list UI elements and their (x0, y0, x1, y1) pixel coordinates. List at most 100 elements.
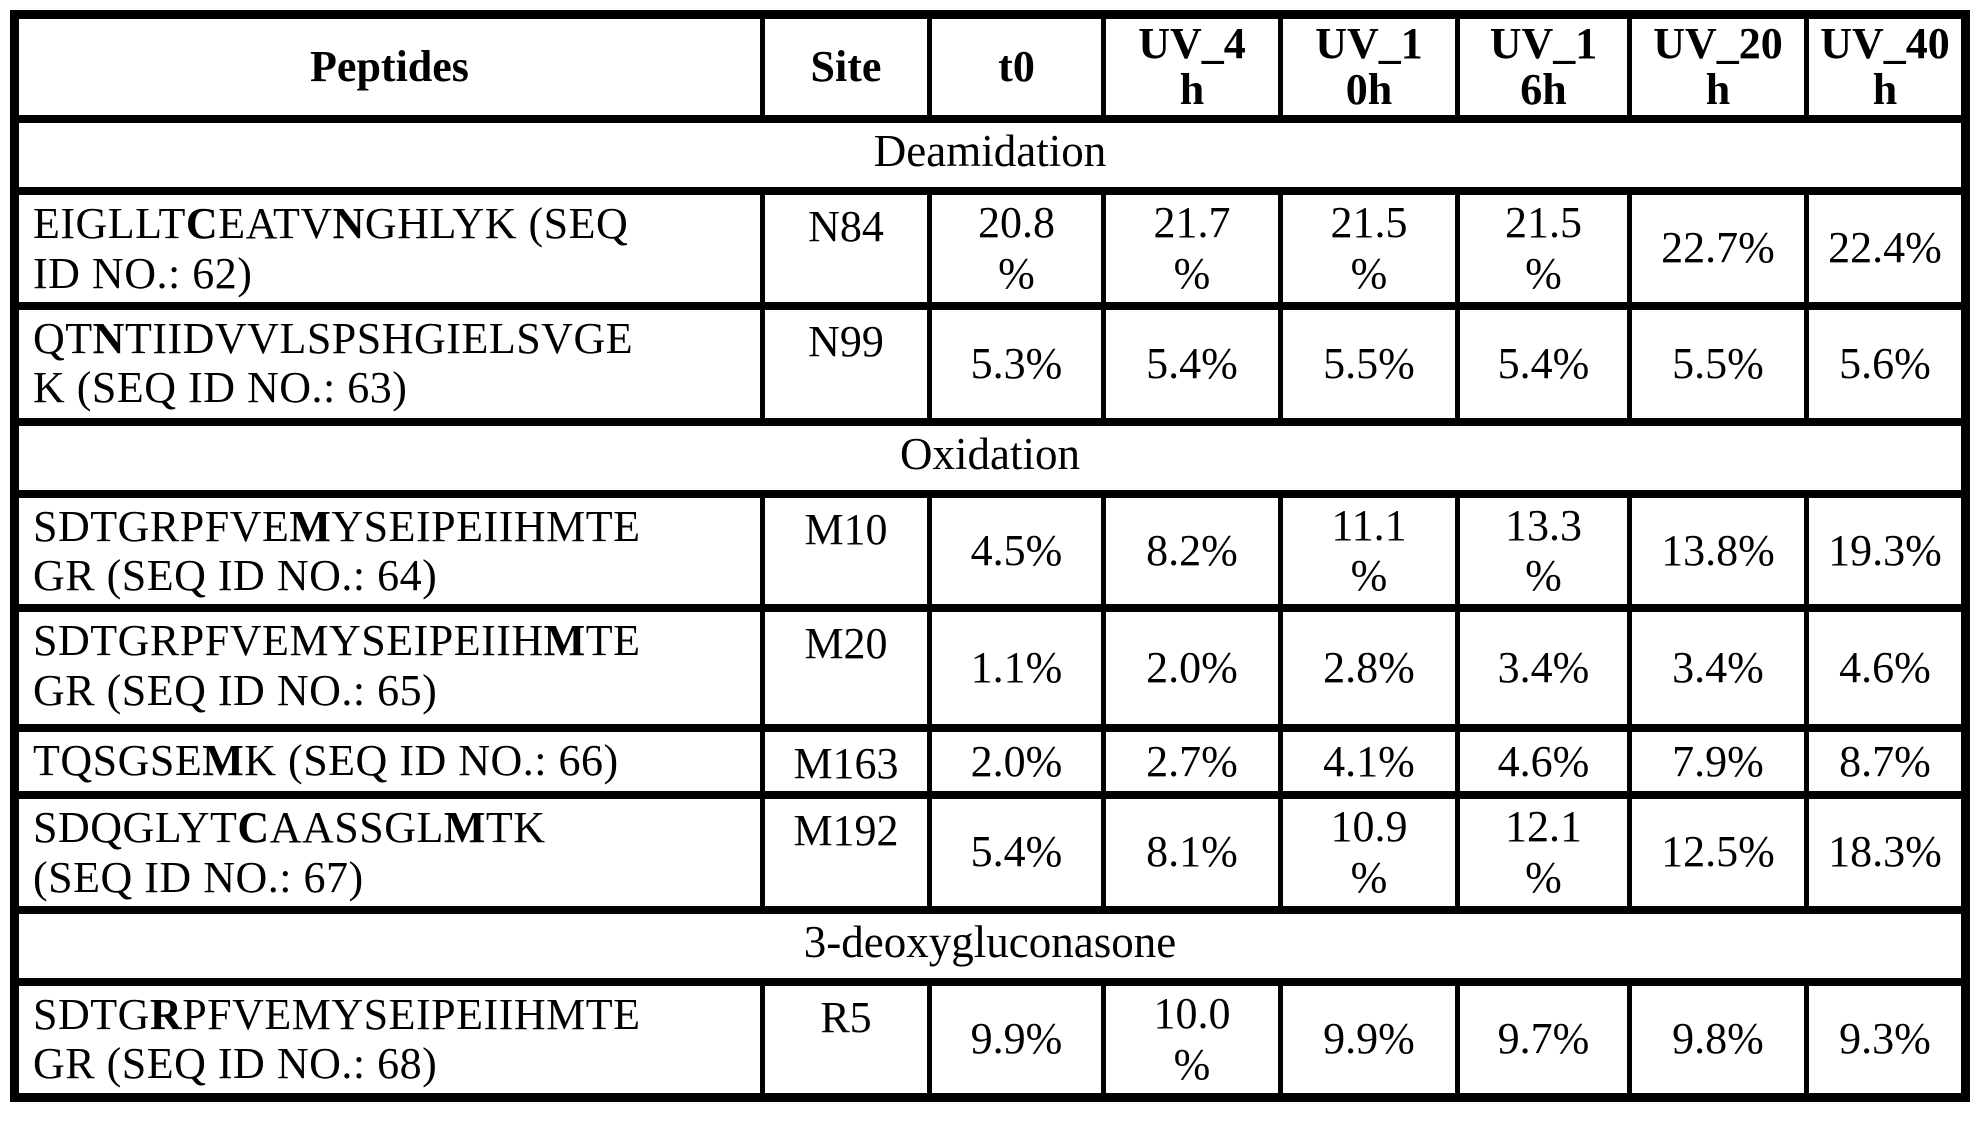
peptide-sequence-part: AASSGL (269, 803, 444, 853)
peptide-sequence: TQSGSEMK (SEQ ID NO.: 66) (12, 724, 765, 800)
peptide-modification-table: Peptides Site t0 UV_4 h UV_1 0h UV_1 6h … (10, 10, 1970, 1103)
peptide-row: SDTGRPFVEMYSEIPEIIHMTE GR (SEQ ID NO.: 6… (12, 977, 1968, 1102)
percentage-value-cell: 19.3% (1804, 489, 1968, 613)
percentage-value-cell: 9.8% (1627, 977, 1809, 1102)
site-cell: N84 (760, 187, 932, 310)
site-cell: R5 (760, 977, 932, 1102)
percentage-value-cell: 2.8% (1278, 604, 1460, 733)
section-row: Oxidation (12, 417, 1968, 498)
peptide-row: SDQGLYTCAASSGLMTK (SEQ ID NO.: 67) M192 5.… (12, 791, 1968, 914)
modified-residue: R (149, 989, 183, 1039)
section-label: 3-deoxygluconasone (12, 905, 1968, 986)
column-header-site: Site (760, 10, 932, 124)
column-header-peptides: Peptides (12, 10, 765, 124)
percentage-value-cell: 22.7% (1627, 187, 1809, 310)
percentage-value-cell: 12.5% (1627, 791, 1809, 914)
modified-residue: M (543, 616, 586, 666)
percentage-value-cell: 13.3 % (1455, 489, 1632, 613)
modified-residue: M (202, 736, 245, 786)
column-header-uv-4h: UV_4 h (1101, 10, 1283, 124)
peptide-row: TQSGSEMK (SEQ ID NO.: 66) M163 2.0% 2.7% 4.1… (12, 724, 1968, 800)
peptide-sequence-part: SDTGRPFVEMYSEIPEIIH (33, 616, 544, 666)
percentage-value-cell: 11.1 % (1278, 489, 1460, 613)
peptide-sequence: QTNTIIDVVLSPSHGIELSVGE K (SEQ ID NO.: 63… (12, 301, 765, 426)
percentage-value-cell: 21.7 % (1101, 187, 1283, 310)
percentage-value-cell: 3.4% (1455, 604, 1632, 733)
peptide-sequence-part: EATV (218, 199, 333, 249)
percentage-value-cell: 10.9 % (1278, 791, 1460, 914)
percentage-value-cell: 12.1 % (1455, 791, 1632, 914)
percentage-value-cell: 22.4% (1804, 187, 1968, 310)
peptide-row: SDTGRPFVEMYSEIPEIIHMTE GR (SEQ ID NO.: 6… (12, 489, 1968, 613)
percentage-value-cell: 10.0 % (1101, 977, 1283, 1102)
peptide-sequence-part: PFVEMYSEIPEIIHMTE GR (SEQ ID NO.: 68) (33, 989, 641, 1089)
site-cell: M20 (760, 604, 932, 733)
peptide-sequence: SDTGRPFVEMYSEIPEIIHMTE GR (SEQ ID NO.: 6… (12, 489, 765, 613)
percentage-value-cell: 8.2% (1101, 489, 1283, 613)
column-header-uv-20h: UV_20 h (1627, 10, 1809, 124)
peptide-row: SDTGRPFVEMYSEIPEIIHMTE GR (SEQ ID NO.: 6… (12, 604, 1968, 733)
section-row: 3-deoxygluconasone (12, 905, 1968, 986)
percentage-value-cell: 18.3% (1804, 791, 1968, 914)
percentage-value-cell: 7.9% (1627, 724, 1809, 800)
modified-residue: N (332, 199, 365, 249)
percentage-value-cell: 1.1% (927, 604, 1106, 733)
site-cell: M163 (760, 724, 932, 800)
percentage-value-cell: 9.7% (1455, 977, 1632, 1102)
peptide-sequence: SDTGRPFVEMYSEIPEIIHMTE GR (SEQ ID NO.: 6… (12, 604, 765, 733)
section-label: Oxidation (12, 417, 1968, 498)
peptide-row: QTNTIIDVVLSPSHGIELSVGE K (SEQ ID NO.: 63… (12, 301, 1968, 426)
site-cell: N99 (760, 301, 932, 426)
peptide-sequence-part: TK (SEQ ID NO.: 67) (33, 803, 546, 902)
percentage-value-cell: 5.4% (1455, 301, 1632, 426)
peptide-row: EIGLLTCEATVNGHLYK (SEQ ID NO.: 62) N84 20.… (12, 187, 1968, 310)
column-header-uv-16h: UV_1 6h (1455, 10, 1632, 124)
percentage-value-cell: 5.3% (927, 301, 1106, 426)
peptide-sequence-part: SDQGLYT (33, 803, 238, 853)
peptide-sequence-part: SDTG (33, 989, 150, 1039)
percentage-value-cell: 4.5% (927, 489, 1106, 613)
percentage-value-cell: 4.6% (1455, 724, 1632, 800)
column-header-t0: t0 (927, 10, 1106, 124)
peptide-sequence-part: TQSGSE (33, 736, 203, 786)
percentage-value-cell: 2.0% (927, 724, 1106, 800)
percentage-value-cell: 2.7% (1101, 724, 1283, 800)
peptide-sequence: SDQGLYTCAASSGLMTK (SEQ ID NO.: 67) (12, 791, 765, 914)
percentage-value-cell: 5.5% (1278, 301, 1460, 426)
site-cell: M192 (760, 791, 932, 914)
peptide-sequence-part: GHLYK (SEQ ID NO.: 62) (33, 199, 629, 298)
percentage-value-cell: 5.5% (1627, 301, 1809, 426)
percentage-value-cell: 21.5 % (1455, 187, 1632, 310)
percentage-value-cell: 5.4% (1101, 301, 1283, 426)
peptide-sequence-part: YSEIPEIIHMTE GR (SEQ ID NO.: 64) (33, 501, 641, 601)
percentage-value-cell: 2.0% (1101, 604, 1283, 733)
percentage-value-cell: 9.3% (1804, 977, 1968, 1102)
peptide-sequence: EIGLLTCEATVNGHLYK (SEQ ID NO.: 62) (12, 187, 765, 310)
peptide-sequence-part: SDTGRPFVE (33, 501, 290, 551)
modified-residue: M (289, 501, 332, 551)
peptide-sequence-part: QT (33, 313, 93, 363)
peptide-sequence-part: K (SEQ ID NO.: 66) (244, 736, 619, 786)
column-header-uv-40h: UV_40 h (1804, 10, 1968, 124)
percentage-value-cell: 9.9% (1278, 977, 1460, 1102)
percentage-value-cell: 5.6% (1804, 301, 1968, 426)
header-row: Peptides Site t0 UV_4 h UV_1 0h UV_1 6h … (12, 10, 1968, 124)
modified-residue: N (92, 313, 125, 363)
percentage-value-cell: 4.1% (1278, 724, 1460, 800)
peptide-sequence-part: TE GR (SEQ ID NO.: 65) (33, 616, 641, 715)
percentage-value-cell: 8.7% (1804, 724, 1968, 800)
section-row: Deamidation (12, 115, 1968, 196)
modified-residue: M (443, 803, 486, 853)
site-cell: M10 (760, 489, 932, 613)
column-header-uv-10h: UV_1 0h (1278, 10, 1460, 124)
percentage-value-cell: 4.6% (1804, 604, 1968, 733)
peptide-sequence: SDTGRPFVEMYSEIPEIIHMTE GR (SEQ ID NO.: 6… (12, 977, 765, 1102)
percentage-value-cell: 20.8 % (927, 187, 1106, 310)
percentage-value-cell: 5.4% (927, 791, 1106, 914)
percentage-value-cell: 21.5 % (1278, 187, 1460, 310)
table-body: Deamidation EIGLLTCEATVNGHLYK (SEQ ID NO.… (12, 115, 1968, 1102)
percentage-value-cell: 9.9% (927, 977, 1106, 1102)
modified-residue: C (237, 803, 270, 853)
section-label: Deamidation (12, 115, 1968, 196)
